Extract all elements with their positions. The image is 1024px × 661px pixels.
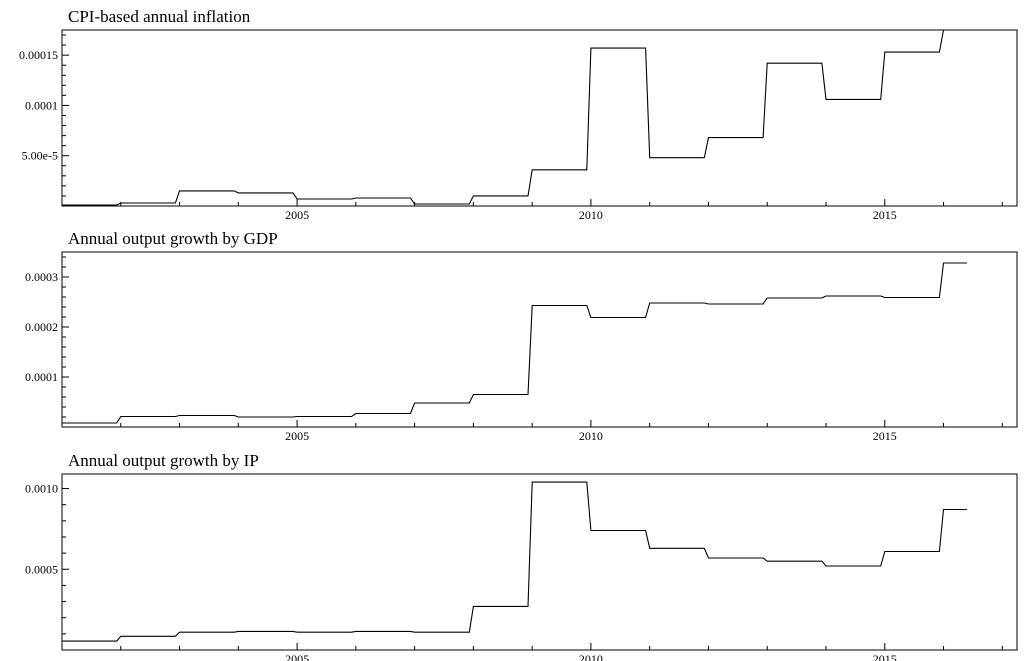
series-line <box>62 262 967 424</box>
y-tick-label: 0.0001 <box>25 370 58 384</box>
x-tick-label: 2015 <box>873 652 897 661</box>
plot-frame <box>61 251 1018 428</box>
plot-frame <box>61 473 1018 651</box>
y-tick-label: 0.0001 <box>25 98 58 112</box>
x-tick-label: 2005 <box>285 652 309 661</box>
series-line <box>62 29 967 206</box>
x-tick-label: 2005 <box>285 429 309 443</box>
panel-title: Annual output growth by IP <box>68 451 259 470</box>
y-tick-label: 0.0003 <box>25 270 58 284</box>
x-tick-label: 2005 <box>285 208 309 222</box>
x-tick-label: 2010 <box>579 652 603 661</box>
y-tick-label: 0.0002 <box>25 320 58 334</box>
panel-title: Annual output growth by GDP <box>68 229 278 248</box>
panel-cpi-inflation: CPI-based annual inflation 2005 2010 2015 5… <box>19 7 1018 222</box>
x-tick-label: 2010 <box>579 429 603 443</box>
y-tick-label: 5.00e-5 <box>22 149 58 163</box>
y-tick-label: 0.0010 <box>25 482 58 496</box>
panel-title: CPI-based annual inflation <box>68 7 251 26</box>
panel-gdp-growth: Annual output growth by GDP 2005 2010 2015… <box>25 229 1018 443</box>
y-tick-label: 0.0005 <box>25 562 58 576</box>
plot-frame <box>61 29 1018 207</box>
x-tick-label: 2010 <box>579 208 603 222</box>
y-tick-label: 0.00015 <box>19 48 58 62</box>
panel-ip-growth: Annual output growth by IP 2005 2010 2015 0… <box>25 451 1018 661</box>
x-tick-label: 2015 <box>873 208 897 222</box>
x-tick-label: 2015 <box>873 429 897 443</box>
series-line <box>62 481 967 642</box>
